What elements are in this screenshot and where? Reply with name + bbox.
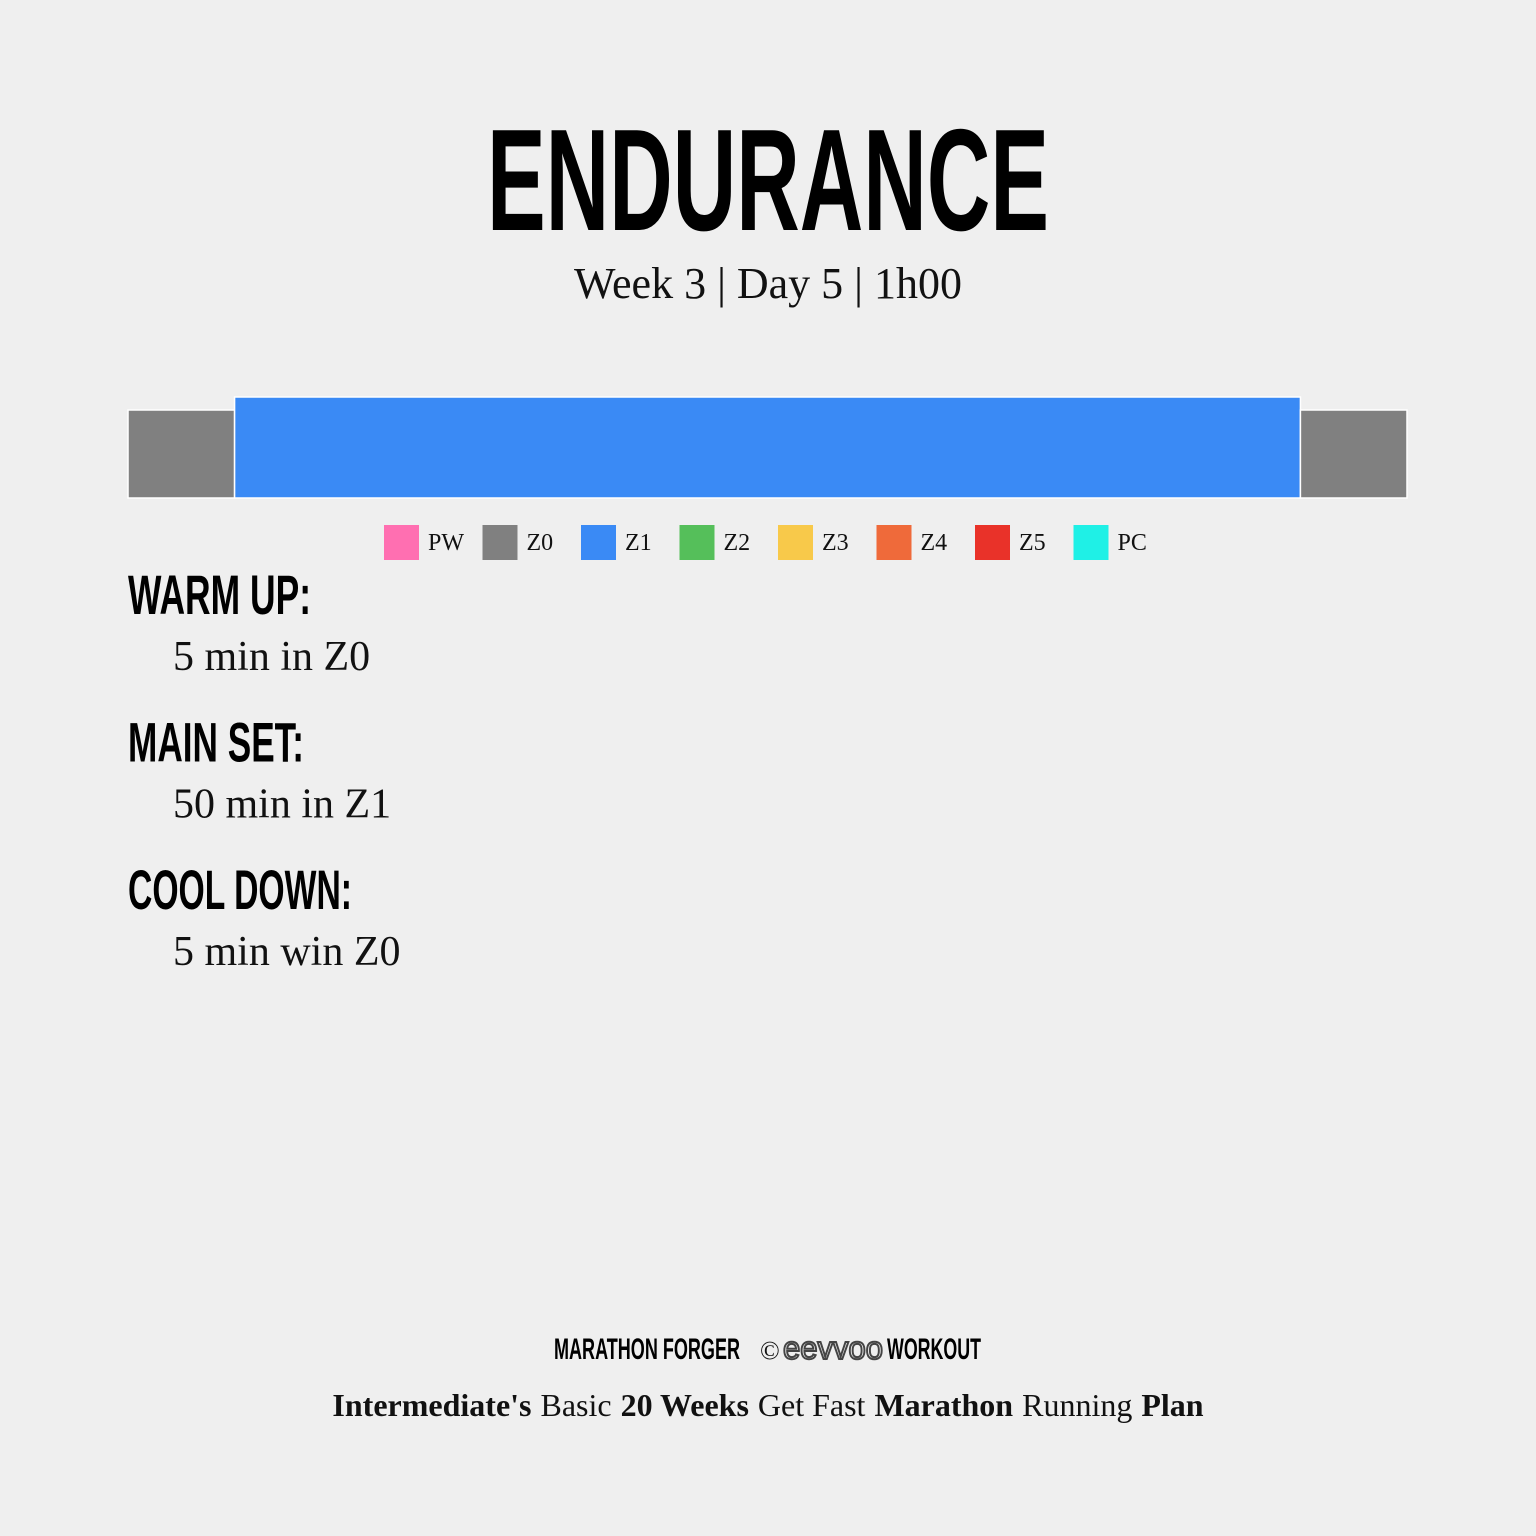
plan-word: 20 Weeks — [621, 1387, 749, 1423]
legend-swatch — [384, 525, 419, 560]
workout-profile — [127, 396, 1408, 499]
legend-swatch — [679, 525, 715, 560]
section-step: 50 min in Z1 — [173, 782, 391, 828]
legend-label: Z0 — [527, 530, 554, 556]
plan-line: Intermediate's Basic 20 Weeks Get Fast Marat… — [332, 1387, 1203, 1423]
plan-word: Marathon — [874, 1387, 1013, 1423]
legend-swatch — [1073, 525, 1109, 560]
legend-label: Z3 — [822, 530, 849, 556]
plan-word: Intermediate's — [332, 1387, 531, 1423]
section-heading: COOL DOWN: — [128, 858, 352, 921]
legend: PW Z0 Z1 Z2 Z3 Z4 Z5 PC — [384, 525, 1147, 560]
section-heading: MAIN SET: — [128, 711, 304, 774]
section-heading: WARM UP: — [128, 563, 311, 626]
legend-label: PC — [1118, 530, 1147, 556]
legend-label: PW — [428, 530, 464, 556]
legend-swatch — [876, 525, 912, 560]
segment — [127, 409, 236, 499]
legend-label: Z4 — [921, 530, 948, 556]
section-step: 5 min in Z0 — [173, 634, 370, 680]
legend-swatch — [778, 525, 813, 560]
legend-label: Z5 — [1019, 530, 1046, 556]
subtitle: Week 3 | Day 5 | 1h00 — [574, 259, 962, 308]
sections: WARM UP: 5 min in Z0 MAIN SET: 50 min in Z1… — [128, 563, 401, 975]
segment — [233, 396, 1302, 499]
plan-word: Get Fast — [758, 1387, 866, 1423]
legend-swatch — [581, 525, 616, 560]
title: ENDURANCE — [487, 99, 1049, 261]
segment — [1299, 409, 1408, 499]
logo-suffix: WORKOUT — [887, 1333, 981, 1366]
legend-swatch — [482, 525, 518, 560]
legend-label: Z2 — [724, 530, 751, 556]
legend-label: Z1 — [625, 530, 652, 556]
plan-word: Basic — [540, 1387, 611, 1423]
plan-word: Plan — [1141, 1387, 1203, 1423]
copyright-symbol: © — [760, 1336, 780, 1365]
footer: MARATHON FORGER © eevvoo WORKOUT Interme… — [332, 1329, 1203, 1423]
plan-word: Running — [1022, 1387, 1132, 1423]
section-step: 5 min win Z0 — [173, 929, 401, 975]
brand: MARATHON FORGER — [554, 1333, 740, 1366]
logo: eevvoo — [783, 1330, 883, 1366]
legend-swatch — [975, 525, 1010, 560]
